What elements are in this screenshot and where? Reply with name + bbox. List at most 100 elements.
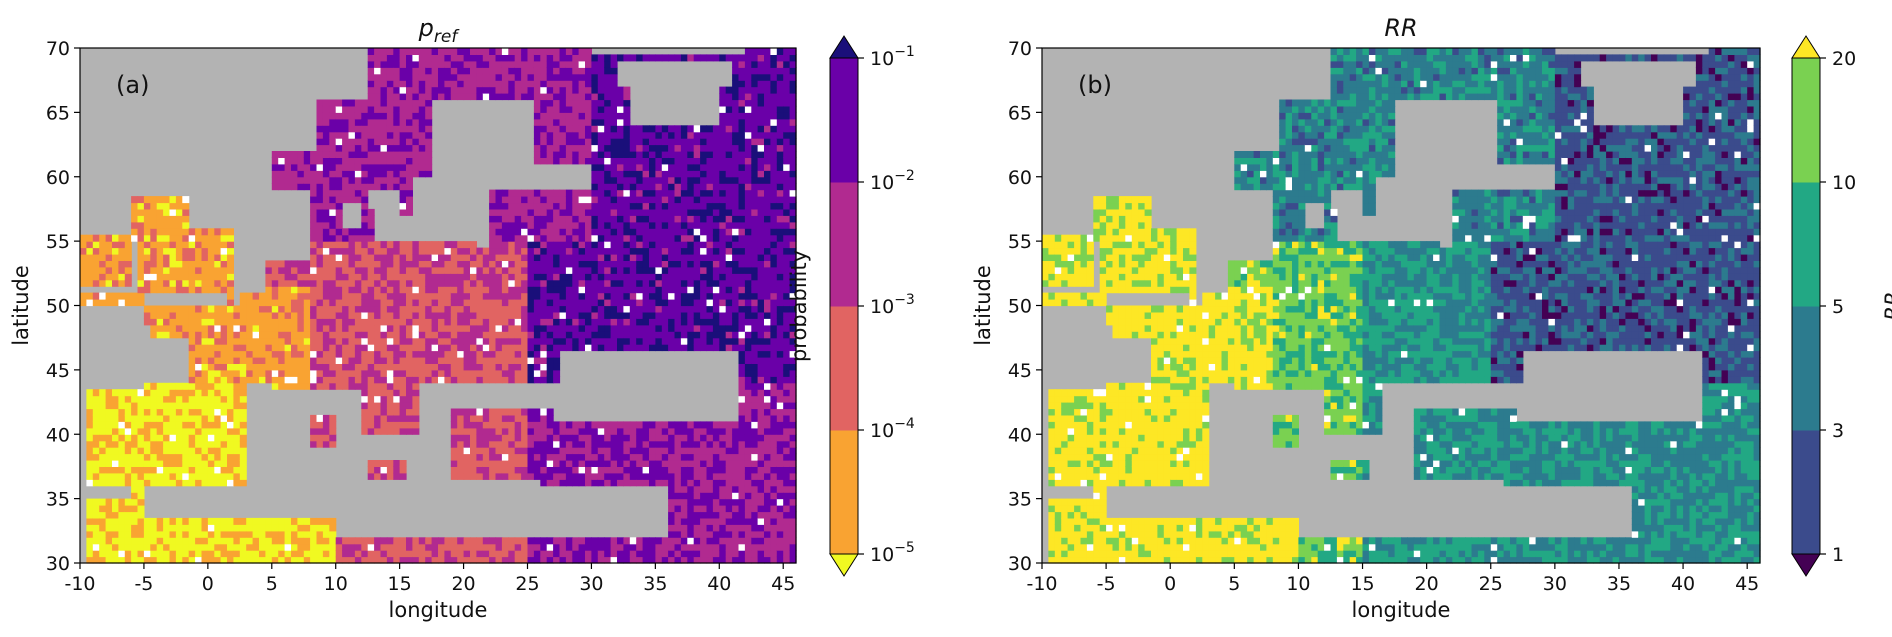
grid-cell [310,157,318,165]
grid-cell [150,395,158,403]
grid-cell [150,196,158,204]
grid-cell [163,434,171,442]
grid-cell [572,99,580,107]
grid-cell [175,215,183,223]
grid-cell [565,337,573,345]
grid-cell [508,86,516,94]
grid-cell [406,241,413,249]
grid-cell [501,357,509,364]
grid-cell [367,125,375,133]
grid-cell [489,357,497,364]
grid-cell [374,421,382,429]
grid-cell [316,105,324,113]
grid-cell [342,196,350,204]
grid-cell [252,311,260,319]
grid-cell [444,292,452,300]
grid-cell [668,453,676,461]
grid-cell [540,228,548,236]
grid-cell [706,241,714,249]
grid-cell [431,369,439,377]
grid-cell [636,144,644,152]
grid-cell [412,286,420,294]
grid-cell [246,369,254,377]
grid-cell [540,221,548,229]
grid-cell [112,460,119,467]
grid-cell [738,492,746,500]
grid-cell [406,279,413,287]
grid-cell [92,279,100,287]
grid-cell [585,93,592,101]
grid-cell [693,292,701,300]
grid-cell [367,286,375,294]
grid-cell [163,247,171,255]
grid-cell [329,138,337,146]
grid-cell [680,221,688,229]
grid-cell [687,279,695,287]
grid-cell [680,447,688,455]
grid-cell [367,402,375,410]
grid-cell [118,421,126,429]
grid-cell [655,311,663,319]
grid-cell [444,357,452,364]
grid-cell [668,279,676,287]
grid-cell [725,324,733,332]
grid-cell [527,48,535,55]
grid-cell [386,241,394,249]
grid-cell [661,305,669,313]
grid-cell [310,221,318,229]
grid-cell [207,254,215,261]
grid-cell [572,537,580,545]
grid-cell [399,299,407,307]
grid-cell [591,331,599,339]
grid-cell [463,414,471,422]
grid-cell [687,318,695,326]
grid-cell [712,208,720,216]
grid-cell [342,170,350,178]
grid-cell [175,202,183,210]
grid-cell [393,556,401,564]
grid-cell [642,196,650,204]
grid-cell [617,273,624,281]
grid-cell [182,311,190,319]
grid-cell [310,350,318,358]
grid-cell [380,421,388,429]
grid-cell [674,466,682,474]
grid-cell [661,421,669,429]
grid-cell [559,537,567,545]
grid-cell [156,311,164,319]
grid-cell [585,99,592,107]
grid-cell [680,331,688,339]
grid-cell [354,273,362,281]
grid-cell [303,550,311,558]
grid-cell [578,125,586,133]
grid-cell [636,537,644,545]
grid-cell [457,434,465,442]
grid-cell [291,543,298,551]
grid-cell [143,234,151,242]
grid-cell [112,279,119,287]
grid-cell [399,556,407,564]
grid-cell [156,389,164,397]
grid-cell [623,537,631,545]
grid-cell [450,48,458,55]
panel-a-grid-cells [80,48,797,564]
grid-cell [738,402,746,410]
grid-cell [163,234,171,242]
grid-cell [674,524,682,532]
grid-cell [265,311,273,319]
grid-cell [655,331,663,339]
grid-cell [291,337,298,345]
grid-cell [597,311,605,319]
grid-cell [201,550,209,558]
grid-cell [470,305,477,313]
grid-cell [476,344,484,352]
grid-cell [565,138,573,146]
grid-cell [425,273,433,281]
grid-cell [156,247,164,255]
grid-cell [374,286,382,294]
grid-cell [655,286,663,294]
grid-cell [738,254,746,261]
grid-cell [188,279,196,287]
grid-cell [367,112,375,120]
grid-cell [252,537,260,545]
